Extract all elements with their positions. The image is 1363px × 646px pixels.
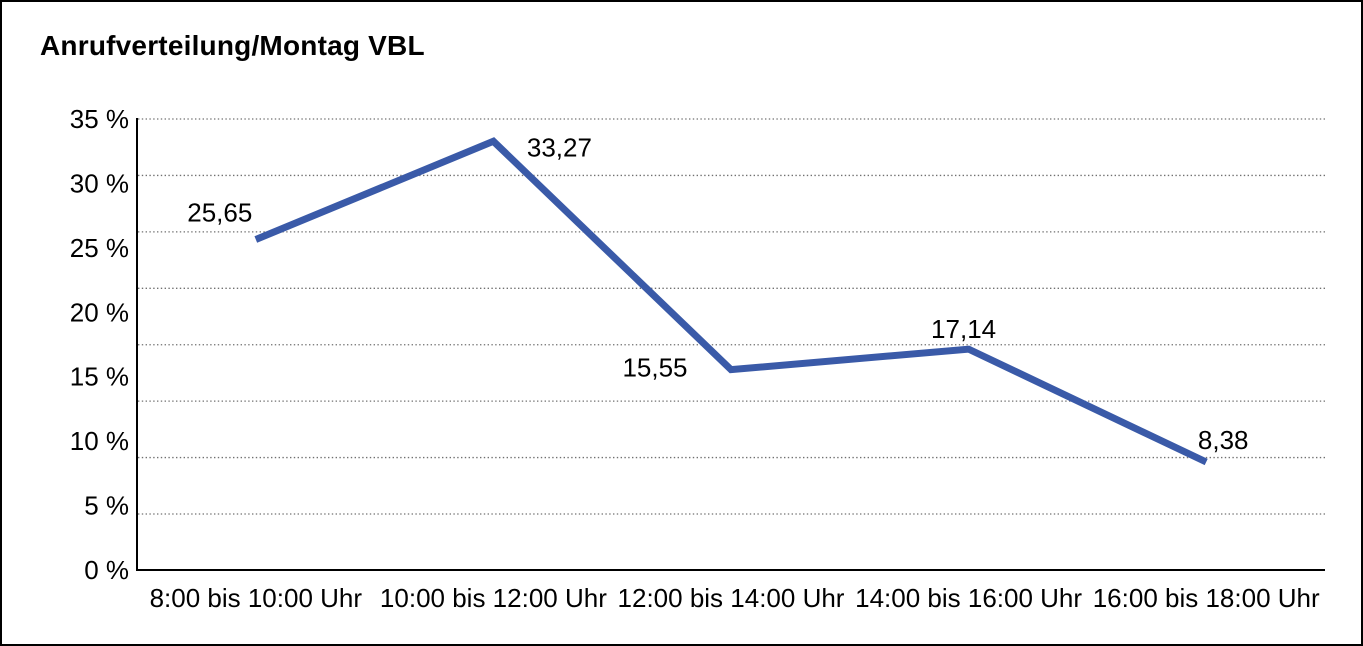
x-category-label: 14:00 bis 16:00 Uhr: [855, 583, 1082, 613]
data-point-label: 33,27: [527, 132, 592, 162]
y-tick-label: 5 %: [84, 491, 129, 521]
data-point-label: 15,55: [622, 353, 687, 383]
series-line: [254, 137, 1208, 466]
y-tick-label: 15 %: [70, 362, 129, 392]
x-category-label: 12:00 bis 14:00 Uhr: [618, 583, 845, 613]
y-tick-label: 10 %: [70, 426, 129, 456]
y-tick-label: 35 %: [70, 104, 129, 134]
data-point-label: 17,14: [931, 314, 996, 344]
y-tick-label: 30 %: [70, 168, 129, 198]
y-tick-label: 0 %: [84, 555, 129, 585]
data-point-label: 25,65: [187, 197, 252, 227]
x-category-label: 10:00 bis 12:00 Uhr: [380, 583, 607, 613]
y-tick-label: 25 %: [70, 233, 129, 263]
data-point-label: 8,38: [1198, 425, 1249, 455]
chart-title: Anrufverteilung/Montag VBL: [40, 30, 425, 61]
x-category-label: 8:00 bis 10:00 Uhr: [150, 583, 363, 613]
x-category-label: 16:00 bis 18:00 Uhr: [1093, 583, 1320, 613]
y-tick-label: 20 %: [70, 297, 129, 327]
